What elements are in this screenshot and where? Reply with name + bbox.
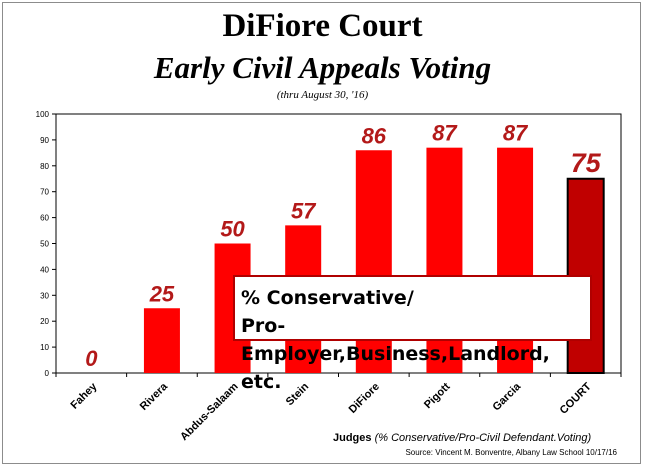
data-label: 86 xyxy=(362,123,387,148)
y-tick-label: 70 xyxy=(40,188,49,197)
annotation-line-1: % Conservative/ xyxy=(241,287,414,309)
data-label: 87 xyxy=(503,121,529,146)
data-label: 25 xyxy=(149,281,175,306)
x-axis-label: Judges (% Conservative/Pro-Civil Defenda… xyxy=(333,432,591,444)
y-tick-label: 90 xyxy=(40,136,49,145)
x-axis-note: (% Conservative/Pro-Civil Defendant.Voti… xyxy=(374,432,592,444)
annotation-line-2: Pro-Employer,Business,Landlord, etc. xyxy=(241,315,550,393)
data-label: 87 xyxy=(432,121,458,146)
annotation-box: % Conservative/ Pro-Employer,Business,La… xyxy=(233,275,592,393)
y-tick-label: 60 xyxy=(40,214,49,223)
y-tick-label: 0 xyxy=(45,369,50,378)
bar xyxy=(143,308,180,373)
y-tick-label: 80 xyxy=(40,162,49,171)
data-label: 57 xyxy=(291,198,317,223)
chart-title: DiFiore Court xyxy=(222,8,423,44)
y-tick-label: 10 xyxy=(40,343,49,352)
data-label: 50 xyxy=(220,217,245,242)
y-tick-label: 30 xyxy=(40,291,49,300)
category-label: Fahey xyxy=(68,380,100,412)
y-tick-label: 50 xyxy=(40,240,49,249)
source-note: Source: Vincent M. Bonventre, Albany Law… xyxy=(405,448,617,457)
chart-subtitle: Early Civil Appeals Voting xyxy=(153,50,492,85)
data-label: 75 xyxy=(571,148,602,178)
y-tick-label: 40 xyxy=(40,265,49,274)
y-tick-label: 100 xyxy=(36,110,50,119)
chart-date-note: (thru August 30, '16) xyxy=(276,89,369,101)
x-axis-title: Judges xyxy=(333,432,372,444)
category-label: Rivera xyxy=(138,380,171,413)
data-label: 0 xyxy=(85,346,98,371)
y-tick-label: 20 xyxy=(40,317,49,326)
category-label: Abdus-Salaam xyxy=(178,380,241,443)
chart-frame xyxy=(2,2,641,464)
